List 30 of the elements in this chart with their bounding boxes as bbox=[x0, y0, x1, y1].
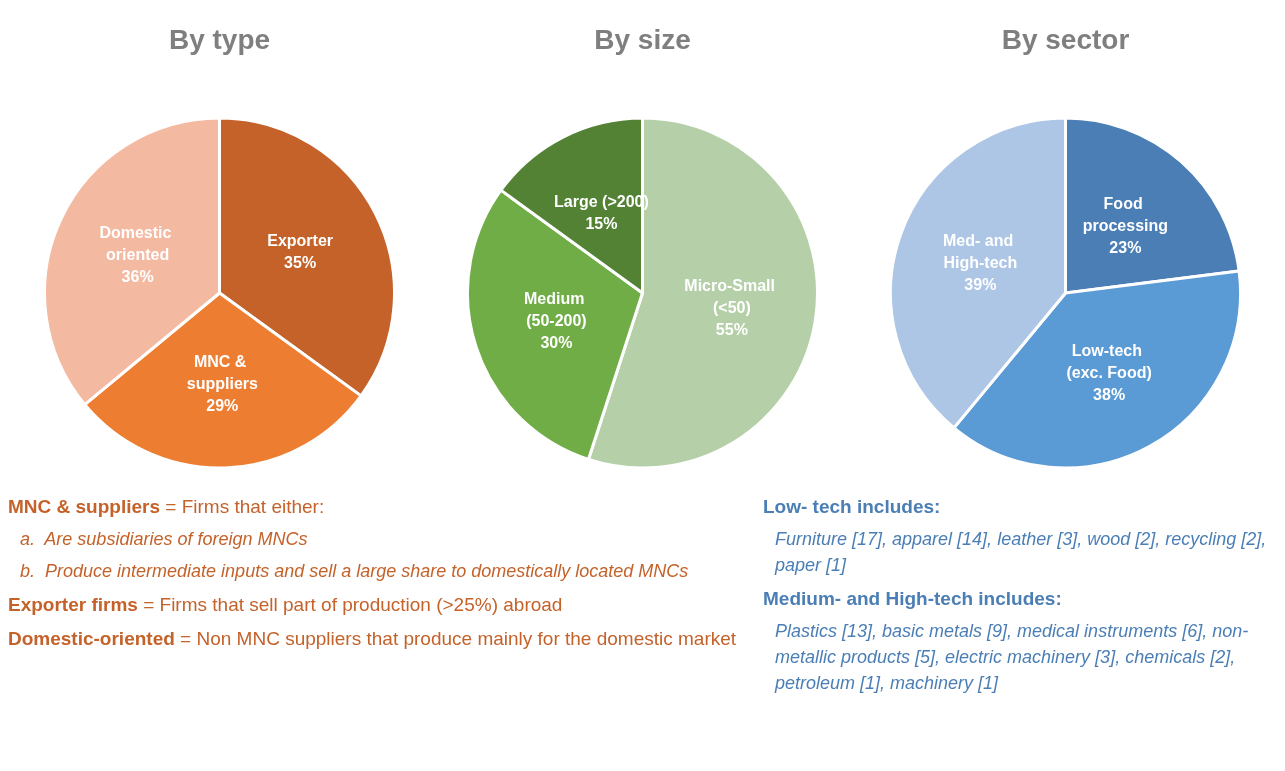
text: Domestic-oriented = Non MNC suppliers that produce mainly for the domestic market bbox=[8, 627, 738, 651]
slice-label: Exporter bbox=[267, 232, 334, 250]
data-label: 23% bbox=[1109, 238, 1142, 256]
slice-label: MNC & suppliers bbox=[186, 352, 259, 392]
text: Medium- and High-tech includes: bbox=[763, 587, 1063, 611]
chart-title: By size bbox=[594, 23, 691, 55]
slice-label: Low-tech (exc. Food) bbox=[1066, 341, 1152, 381]
data-label: 35% bbox=[284, 254, 317, 272]
slice-label: Med- and High-tech bbox=[943, 231, 1018, 271]
text: a. Are subsidiaries of foreign MNCs bbox=[20, 528, 309, 551]
chart-title: By sector bbox=[1001, 23, 1130, 55]
data-label: 39% bbox=[964, 275, 997, 293]
slice-label: Medium (50-200) bbox=[523, 290, 589, 330]
data-label: 30% bbox=[540, 334, 573, 352]
data-label: 38% bbox=[1093, 385, 1126, 403]
data-label: 36% bbox=[121, 267, 154, 285]
data-label: 29% bbox=[206, 396, 239, 414]
slice-label: MNC & suppliers bbox=[8, 496, 162, 517]
chart-title: By type bbox=[168, 23, 271, 55]
text: Low- tech includes: bbox=[763, 495, 942, 519]
slice-label: Micro-Small (<50) bbox=[684, 276, 780, 316]
slice-label: Food processing bbox=[1082, 194, 1169, 234]
text: Furniture [17], apparel [14], leather [3], wood [2], recycling [2], paper [1] bbox=[775, 528, 1268, 577]
text: b. Produce intermediate inputs and sell a large share to domestically located MNCs bbox=[20, 560, 690, 583]
data-label: 55% bbox=[715, 320, 748, 338]
text: = Firms that either: bbox=[165, 496, 325, 517]
text: Exporter firms = Firms that sell part of production (>25%) abroad bbox=[8, 593, 564, 617]
text: Plastics [13], basic metals [9], medical instruments [6], non-metallic products [5], electric machinery [3], chemicals [2], petroleum [1], machinery [1] bbox=[775, 620, 1250, 695]
data-label: 15% bbox=[585, 214, 618, 232]
slice-label: Domestic oriented bbox=[99, 223, 176, 263]
